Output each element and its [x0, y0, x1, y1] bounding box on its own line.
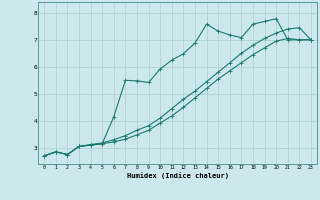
X-axis label: Humidex (Indice chaleur): Humidex (Indice chaleur) — [127, 172, 228, 179]
